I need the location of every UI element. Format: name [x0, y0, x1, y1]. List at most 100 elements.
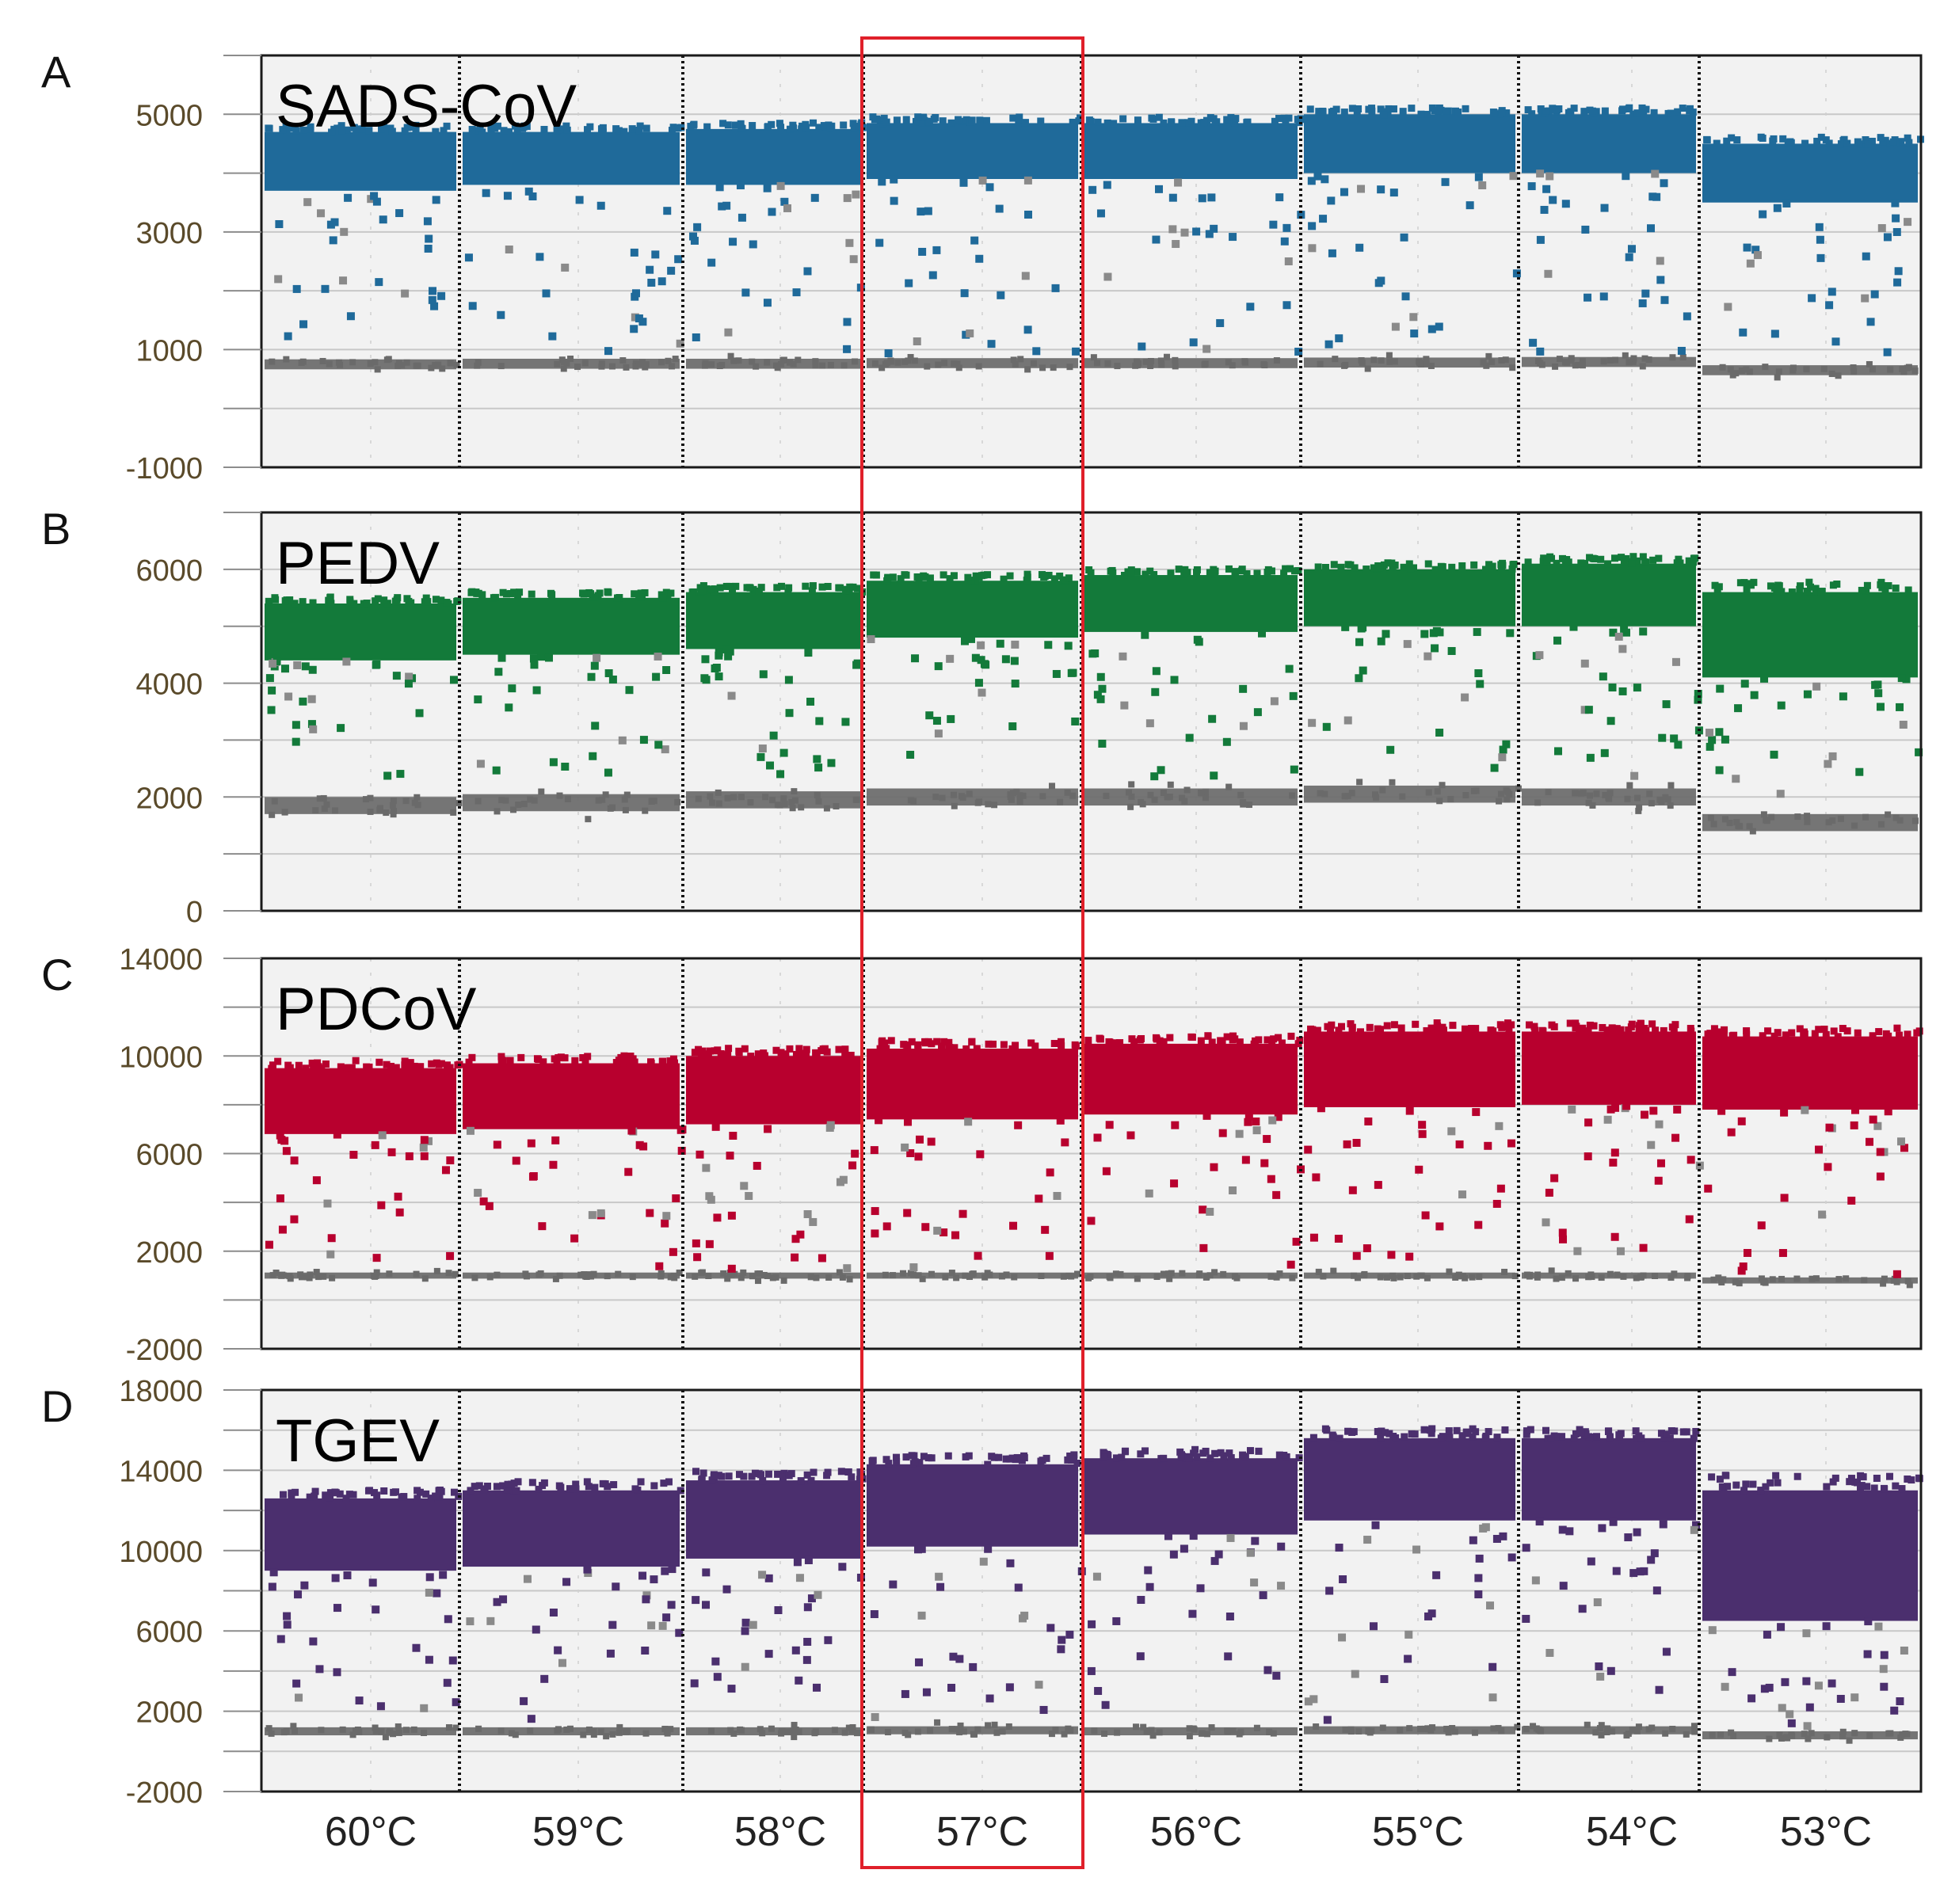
- positive-droplet: [424, 598, 432, 606]
- negative-droplet: [1825, 819, 1832, 826]
- positive-droplet: [1385, 105, 1393, 112]
- positive-droplet: [912, 117, 920, 125]
- rain-droplet: [1753, 251, 1762, 260]
- positive-droplet: [1831, 1474, 1839, 1482]
- negative-droplet: [1717, 1731, 1725, 1738]
- rain-droplet: [884, 349, 893, 358]
- positive-droplet: [1141, 570, 1149, 578]
- negative-droplet: [286, 1273, 293, 1280]
- positive-droplet: [1384, 109, 1392, 116]
- rain-droplet: [705, 1240, 714, 1248]
- rain-droplet: [774, 1606, 783, 1615]
- positive-droplet: [1740, 579, 1748, 587]
- negative-droplet: [788, 798, 795, 805]
- positive-droplet: [1875, 1028, 1883, 1036]
- negative-droplet: [827, 361, 834, 368]
- positive-droplet: [1774, 1479, 1782, 1487]
- rain-droplet: [1633, 1528, 1641, 1537]
- positive-droplet: [1740, 1487, 1748, 1495]
- rain-droplet: [1210, 1163, 1218, 1171]
- positive-droplet: [1637, 1434, 1645, 1442]
- negative-droplet: [1321, 790, 1328, 798]
- positive-droplet: [950, 572, 958, 580]
- rain-droplet: [1218, 1129, 1227, 1137]
- rain-droplet: [1474, 173, 1483, 181]
- negative-droplet: [991, 802, 998, 809]
- positive-droplet: [1488, 562, 1496, 570]
- positive-droplet: [417, 1063, 425, 1071]
- positive-droplet: [674, 124, 682, 132]
- positive-droplet: [1606, 1434, 1614, 1441]
- rain-droplet: [1246, 1548, 1255, 1557]
- negative-droplet: [1361, 1272, 1368, 1279]
- positive-droplet: [947, 119, 955, 127]
- negative-droplet: [1812, 1275, 1820, 1282]
- rain-droplet: [1542, 185, 1551, 193]
- negative-droplet: [1501, 1268, 1508, 1275]
- negative-droplet: [1760, 811, 1767, 818]
- rain-droplet: [693, 1253, 702, 1262]
- rain-droplet: [1429, 629, 1438, 638]
- negative-droplet: [1067, 1727, 1074, 1734]
- positive-droplet: [1558, 1433, 1566, 1441]
- rain-droplet: [371, 1140, 379, 1149]
- rain-droplet: [1263, 1135, 1271, 1144]
- negative-droplet: [373, 1269, 380, 1276]
- negative-droplet: [332, 807, 339, 814]
- rain-droplet: [1093, 691, 1102, 699]
- rain-droplet: [1770, 750, 1778, 759]
- positive-droplet: [1687, 1027, 1695, 1035]
- negative-droplet: [692, 1273, 699, 1280]
- rain-droplet: [1674, 741, 1683, 749]
- negative-droplet: [1125, 789, 1132, 796]
- rain-droplet: [309, 725, 318, 733]
- positive-droplet: [406, 124, 414, 131]
- negative-droplet: [1671, 1270, 1678, 1278]
- negative-droplet: [1593, 790, 1600, 798]
- rain-droplet: [824, 1636, 833, 1644]
- positive-droplet: [1618, 554, 1626, 562]
- positive-droplet: [1141, 1447, 1149, 1455]
- rain-droplet: [589, 752, 597, 760]
- negative-droplet: [1578, 790, 1585, 797]
- positive-droplet: [338, 127, 346, 135]
- rain-droplet: [428, 295, 436, 304]
- negative-droplet: [1669, 1725, 1676, 1732]
- positive-droplet: [1009, 114, 1017, 122]
- negative-droplet: [1897, 1734, 1904, 1741]
- rain-droplet: [701, 655, 710, 664]
- rain-droplet: [339, 276, 348, 285]
- rain-droplet: [803, 1603, 812, 1612]
- negative-droplet: [1625, 1730, 1632, 1737]
- rain-droplet: [499, 1595, 508, 1604]
- rain-droplet: [428, 287, 436, 295]
- positive-droplet: [1523, 1427, 1530, 1435]
- negative-droplet: [265, 1725, 273, 1732]
- positive-droplet: [818, 583, 826, 591]
- negative-droplet: [1330, 1267, 1337, 1274]
- negative-droplet: [1406, 1725, 1413, 1732]
- rain-droplet: [759, 670, 768, 679]
- negative-droplet: [1503, 787, 1510, 794]
- positive-cluster-pdcov-54°C: [1522, 1031, 1696, 1105]
- rain-droplet: [1065, 1630, 1074, 1639]
- negative-droplet: [402, 798, 410, 805]
- positive-droplet: [288, 1489, 295, 1497]
- negative-droplet: [1749, 828, 1756, 835]
- negative-droplet: [941, 360, 948, 367]
- rain-droplet: [1044, 641, 1053, 649]
- negative-droplet: [269, 811, 276, 818]
- rain-droplet: [423, 217, 432, 226]
- positive-droplet: [1239, 1451, 1247, 1459]
- rain-droplet: [658, 1621, 667, 1630]
- negative-droplet: [948, 1726, 955, 1733]
- rain-droplet: [875, 1116, 883, 1125]
- positive-droplet: [1822, 1030, 1830, 1038]
- negative-droplet: [1454, 1273, 1462, 1280]
- panel-b-letter: B: [41, 504, 71, 554]
- positive-cluster-sads-cov-56°C: [1084, 123, 1298, 179]
- negative-droplet: [598, 363, 605, 370]
- rain-droplet: [349, 1151, 358, 1160]
- rain-droplet: [1263, 1666, 1272, 1674]
- negative-droplet: [1445, 1729, 1452, 1736]
